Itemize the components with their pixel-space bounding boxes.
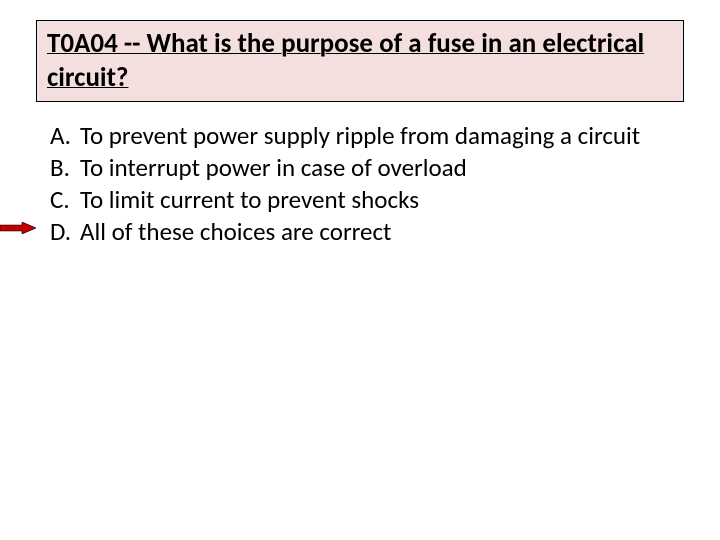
question-text: T0A04 -- What is the purpose of a fuse i… xyxy=(47,27,673,95)
answer-letter: D. xyxy=(50,216,80,248)
answer-a: A. To prevent power supply ripple from d… xyxy=(50,120,684,152)
correct-answer-arrow xyxy=(0,222,36,234)
answer-b: B. To interrupt power in case of overloa… xyxy=(50,152,684,184)
answer-list: A. To prevent power supply ripple from d… xyxy=(36,120,684,248)
question-box: T0A04 -- What is the purpose of a fuse i… xyxy=(36,20,684,102)
answer-d: D. All of these choices are correct xyxy=(50,216,684,248)
arrow-icon xyxy=(0,222,36,234)
answer-letter: C. xyxy=(50,184,80,216)
answer-text: To interrupt power in case of overload xyxy=(80,152,684,184)
answer-letter: A. xyxy=(50,120,80,152)
answer-text: To limit current to prevent shocks xyxy=(80,184,684,216)
answer-letter: B. xyxy=(50,152,80,184)
answer-c: C. To limit current to prevent shocks xyxy=(50,184,684,216)
answer-text: To prevent power supply ripple from dama… xyxy=(80,120,684,152)
answer-text: All of these choices are correct xyxy=(80,216,684,248)
slide: T0A04 -- What is the purpose of a fuse i… xyxy=(0,0,720,540)
